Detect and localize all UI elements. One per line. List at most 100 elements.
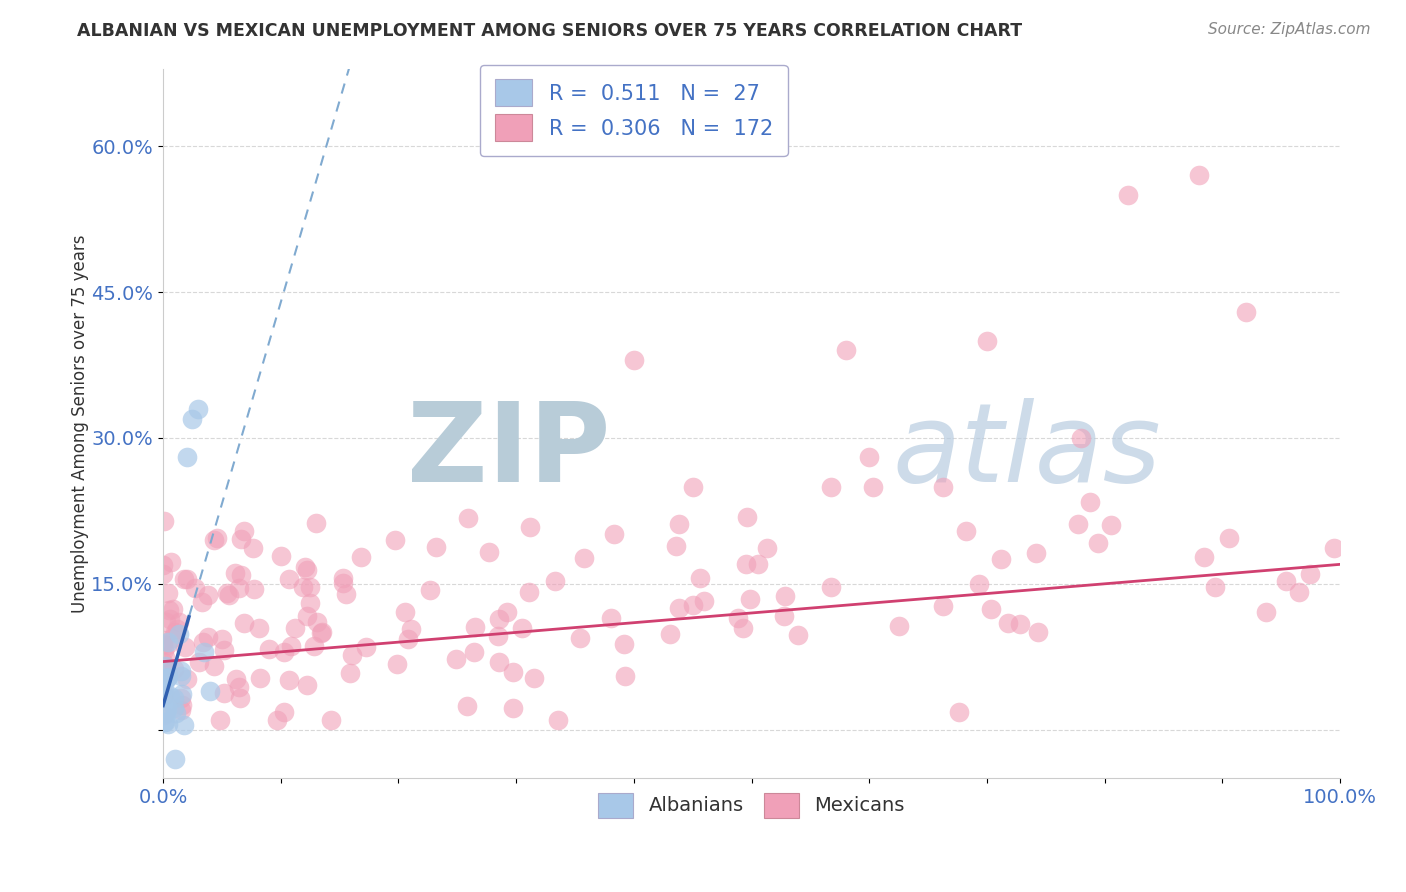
Point: [152, 632, 174, 647]
Point: [212, 643, 235, 657]
Point: [623, 353, 645, 368]
Point: [862, 479, 884, 493]
Point: [160, 631, 183, 645]
Point: [747, 557, 769, 571]
Point: [163, 701, 186, 715]
Point: [155, 705, 177, 719]
Point: [834, 343, 856, 358]
Point: [170, 669, 193, 683]
Point: [159, 612, 181, 626]
Point: [463, 645, 485, 659]
Point: [486, 629, 509, 643]
Point: [773, 589, 796, 603]
Point: [156, 671, 179, 685]
Point: [152, 688, 174, 702]
Point: [163, 690, 186, 705]
Point: [153, 514, 176, 528]
Point: [385, 657, 408, 671]
Point: [523, 671, 546, 685]
Point: [302, 639, 325, 653]
Point: [1188, 169, 1211, 183]
Point: [311, 625, 333, 640]
Point: [319, 713, 342, 727]
Point: [659, 627, 682, 641]
Point: [297, 678, 319, 692]
Point: [735, 557, 758, 571]
Point: [232, 616, 254, 631]
Point: [156, 585, 179, 599]
Point: [1234, 304, 1257, 318]
Point: [298, 596, 321, 610]
Point: [225, 673, 247, 687]
Point: [228, 691, 250, 706]
Point: [1116, 188, 1139, 202]
Point: [153, 650, 176, 665]
Text: atlas: atlas: [893, 398, 1161, 505]
Point: [519, 520, 541, 534]
Point: [157, 670, 180, 684]
Point: [155, 672, 177, 686]
Point: [990, 551, 1012, 566]
Point: [152, 655, 174, 669]
Point: [295, 609, 318, 624]
Point: [820, 580, 842, 594]
Point: [603, 527, 626, 541]
Point: [1299, 566, 1322, 581]
Point: [294, 560, 316, 574]
Y-axis label: Unemployment Among Seniors over 75 years: Unemployment Among Seniors over 75 years: [72, 234, 89, 613]
Point: [231, 533, 253, 547]
Point: [1067, 516, 1090, 531]
Point: [544, 574, 567, 588]
Point: [159, 555, 181, 569]
Point: [948, 705, 970, 719]
Point: [1070, 431, 1092, 445]
Point: [787, 628, 810, 642]
Point: [502, 701, 524, 715]
Point: [1026, 624, 1049, 639]
Point: [614, 669, 637, 683]
Point: [169, 626, 191, 640]
Point: [153, 643, 176, 657]
Point: [152, 714, 174, 729]
Point: [173, 572, 195, 586]
Point: [176, 672, 198, 686]
Point: [157, 603, 180, 617]
Point: [350, 549, 373, 564]
Point: [1322, 541, 1344, 555]
Point: [292, 580, 315, 594]
Point: [224, 566, 246, 581]
Point: [600, 611, 623, 625]
Point: [155, 658, 177, 673]
Point: [738, 592, 761, 607]
Point: [332, 575, 354, 590]
Point: [202, 658, 225, 673]
Point: [568, 631, 591, 645]
Point: [159, 689, 181, 703]
Point: [478, 544, 501, 558]
Point: [339, 666, 361, 681]
Point: [173, 718, 195, 732]
Point: [156, 666, 179, 681]
Point: [156, 702, 179, 716]
Point: [1025, 546, 1047, 560]
Point: [299, 580, 322, 594]
Point: [457, 511, 479, 525]
Point: [305, 615, 328, 629]
Point: [266, 713, 288, 727]
Point: [488, 612, 510, 626]
Point: [682, 598, 704, 612]
Point: [249, 621, 271, 635]
Point: [232, 524, 254, 539]
Point: [1275, 574, 1298, 588]
Point: [176, 572, 198, 586]
Point: [668, 601, 690, 615]
Point: [488, 655, 510, 669]
Point: [215, 585, 238, 599]
Point: [156, 717, 179, 731]
Point: [887, 619, 910, 633]
Point: [273, 705, 295, 719]
Point: [693, 593, 716, 607]
Point: [188, 655, 211, 669]
Point: [167, 615, 190, 629]
Point: [665, 539, 688, 553]
